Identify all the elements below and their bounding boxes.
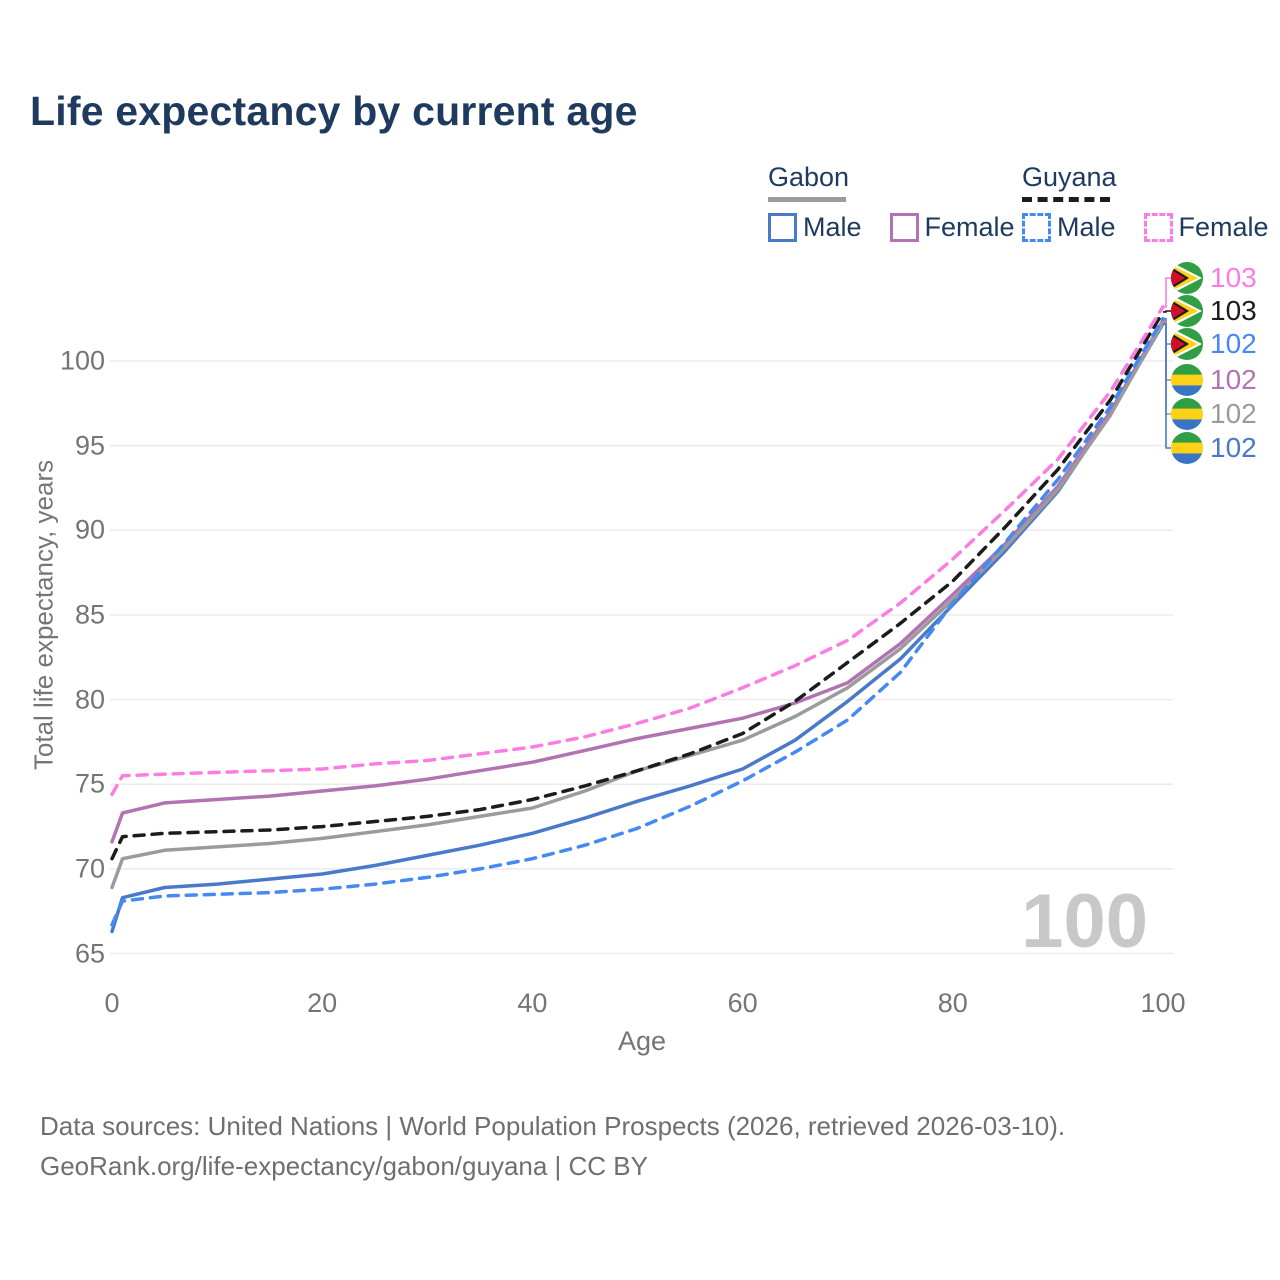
- x-tick-label: 100: [1140, 988, 1186, 1018]
- leader-line: [1163, 319, 1171, 381]
- y-tick-label: 80: [74, 684, 105, 715]
- gabon-line-sample: [768, 197, 846, 202]
- legend-item-gabon-female: Female: [889, 212, 1015, 243]
- leader-line: [1163, 277, 1171, 308]
- gabon-flag-icon: [1171, 364, 1203, 396]
- end-value-gabon: 102: [1210, 398, 1257, 429]
- attribution-line: GeoRank.org/life-expectancy/gabon/guyana…: [40, 1151, 648, 1181]
- guyana-male-swatch-icon: [1022, 213, 1051, 242]
- y-tick-label: 95: [74, 430, 105, 461]
- gabon-flag-icon: [1171, 432, 1203, 464]
- line-guyana-female: [110, 305, 1165, 797]
- leader-line: [1163, 323, 1171, 449]
- legend-group-guyana: Guyana Male Female: [1022, 162, 1280, 243]
- line-guyana: [110, 310, 1165, 861]
- gabon-flag-icon: [1171, 398, 1203, 430]
- legend-item-gabon-male: Male: [768, 212, 862, 243]
- end-value-guyana-male: 102: [1210, 328, 1257, 359]
- guyana-line-sample: [1022, 197, 1110, 202]
- guyana-flag-icon: [1171, 262, 1203, 294]
- legend-country-gabon: Gabon: [768, 162, 850, 192]
- legend-label: Male: [1057, 212, 1116, 242]
- gridlines: [110, 360, 1173, 955]
- data-sources-line: Data sources: United Nations | World Pop…: [40, 1111, 1066, 1141]
- gabon-male-swatch-icon: [768, 213, 797, 242]
- y-tick-label: 70: [74, 853, 105, 884]
- x-tick-label: 60: [727, 988, 758, 1018]
- line-guyana-male: [110, 316, 1165, 927]
- chart-title: Life expectancy by current age: [30, 88, 638, 134]
- x-tick-label: 20: [307, 988, 338, 1018]
- leader-line: [1163, 321, 1171, 415]
- guyana-flag-icon: [1171, 328, 1203, 360]
- legend-label: Female: [1178, 212, 1269, 242]
- end-value-gabon-male: 102: [1210, 432, 1257, 463]
- flag-icons: [1171, 262, 1203, 464]
- line-gabon-female: [110, 318, 1165, 844]
- hover-age-watermark: 100: [1021, 879, 1148, 964]
- legend-item-guyana-female: Female: [1143, 212, 1269, 243]
- legend-item-guyana-male: Male: [1022, 212, 1116, 243]
- y-tick-label: 100: [59, 345, 105, 376]
- leader-lines: [1163, 277, 1171, 449]
- end-value-guyana: 103: [1210, 295, 1257, 326]
- series-lines: [110, 305, 1165, 934]
- source-footer: Data sources: United Nations | World Pop…: [40, 1106, 1065, 1186]
- y-tick-label: 65: [74, 938, 105, 969]
- y-tick-label: 90: [74, 514, 105, 545]
- y-tick-label: 75: [74, 768, 105, 799]
- x-axis-title: Age: [617, 1026, 667, 1056]
- x-tick-label: 80: [937, 988, 968, 1018]
- legend-label: Female: [924, 212, 1015, 242]
- guyana-flag-icon: [1171, 295, 1203, 327]
- gabon-female-swatch-icon: [889, 213, 919, 242]
- legend-label: Male: [803, 212, 862, 242]
- line-gabon-male: [110, 322, 1165, 934]
- end-value-gabon-female: 102: [1210, 364, 1257, 395]
- leader-line: [1163, 310, 1171, 313]
- y-tick-label: 85: [74, 599, 105, 630]
- legend-country-guyana: Guyana: [1022, 162, 1117, 192]
- x-tick-label: 0: [104, 988, 120, 1018]
- end-value-guyana-female: 103: [1210, 262, 1257, 293]
- legend-group-gabon: Gabon Male Female: [768, 162, 1043, 243]
- guyana-female-swatch-icon: [1143, 213, 1173, 242]
- x-tick-label: 40: [517, 988, 548, 1018]
